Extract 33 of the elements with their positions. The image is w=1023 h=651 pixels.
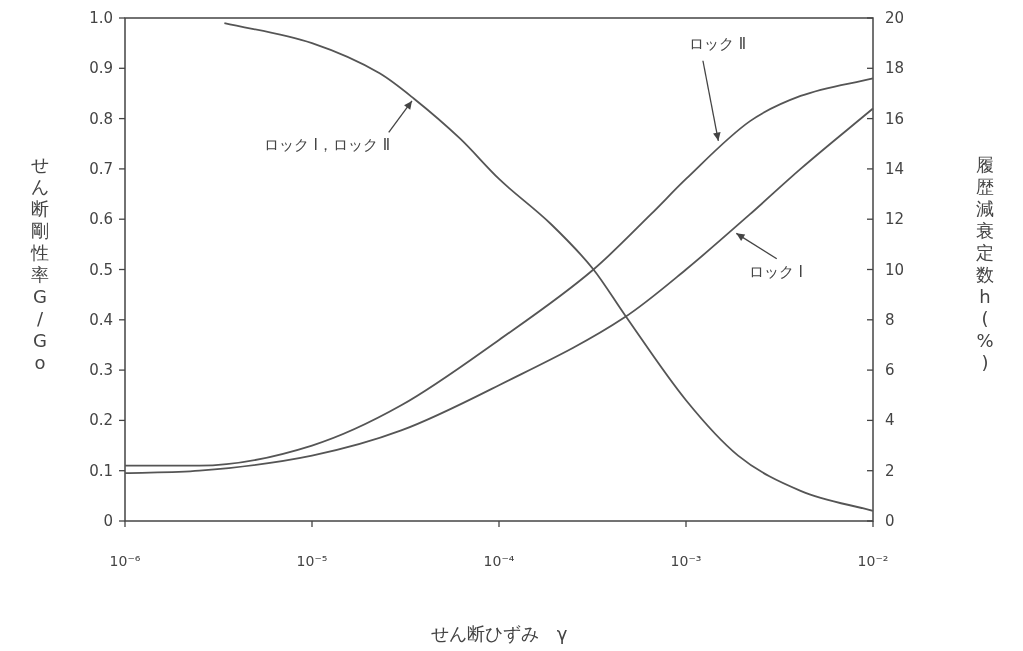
x-axis-title: せん断ひずみ γ bbox=[430, 623, 568, 644]
x-tick-label: 10⁻⁴ bbox=[483, 553, 515, 569]
y-tick-label: 0.8 bbox=[89, 109, 113, 128]
annotation: ロック Ⅰ bbox=[748, 262, 803, 281]
y2-tick-label: 12 bbox=[885, 210, 905, 229]
x-tick-label: 10⁻² bbox=[857, 553, 889, 569]
y-tick-label: 0.3 bbox=[89, 361, 113, 380]
text: せん断剛性率 G/Go bbox=[31, 153, 49, 373]
y-tick-label: 0.1 bbox=[89, 461, 113, 480]
text: 履歴減衰定数 h (%) bbox=[976, 153, 994, 373]
y2-tick-label: 2 bbox=[885, 461, 895, 480]
y-tick-label: 0.4 bbox=[89, 310, 113, 329]
y2-tick-label: 20 bbox=[885, 9, 905, 27]
y2-tick-label: 18 bbox=[885, 59, 905, 78]
y2-tick-label: 8 bbox=[885, 310, 895, 329]
y-tick-label: 0.6 bbox=[89, 210, 113, 229]
y-tick-label: 0.5 bbox=[89, 260, 113, 279]
y-tick-label: 0.2 bbox=[89, 411, 113, 430]
x-tick-label: 10⁻³ bbox=[670, 553, 702, 569]
y2-tick-label: 14 bbox=[885, 159, 905, 178]
y2-tick-label: 0 bbox=[885, 512, 895, 530]
annotation: ロック Ⅰ，ロック Ⅱ bbox=[263, 136, 391, 155]
y-tick-label: 0.9 bbox=[89, 59, 113, 78]
y2-tick-label: 10 bbox=[885, 260, 905, 279]
x-tick-label: 10⁻⁵ bbox=[296, 553, 328, 569]
y-tick-label: 0 bbox=[103, 512, 113, 530]
y2-tick-label: 6 bbox=[885, 361, 895, 380]
y2-tick-label: 4 bbox=[885, 411, 895, 430]
x-tick-label: 10⁻⁶ bbox=[109, 553, 141, 569]
y-tick-label: 1.0 bbox=[89, 9, 113, 27]
y2-tick-label: 16 bbox=[885, 109, 905, 128]
annotation: ロック Ⅱ bbox=[688, 34, 747, 53]
y-tick-label: 0.7 bbox=[89, 159, 113, 178]
